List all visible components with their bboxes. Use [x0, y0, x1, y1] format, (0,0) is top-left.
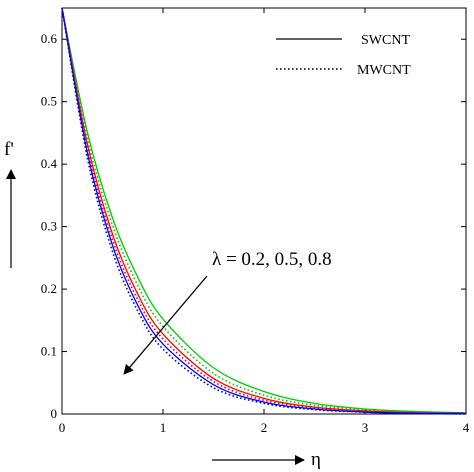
- y-axis-label: f': [4, 139, 14, 160]
- x-axis-label: η: [311, 449, 321, 470]
- legend: SWCNT MWCNT: [276, 33, 411, 78]
- legend-label-swcnt: SWCNT: [361, 33, 410, 48]
- series-line-4-solid: [61, 7, 467, 415]
- x-tick-label: 3: [362, 420, 369, 435]
- x-tick-label: 1: [160, 420, 167, 435]
- y-tick-label: 0.5: [41, 94, 57, 109]
- plot-area: [61, 7, 467, 415]
- series-line-5-dotted: [61, 7, 467, 415]
- series-lines: [61, 7, 467, 415]
- y-tick-label: 0.6: [41, 31, 58, 46]
- y-tick-label: 0.4: [41, 156, 58, 171]
- x-tick-label: 0: [59, 420, 66, 435]
- y-axis-ticks: 0 0.1 0.2 0.3 0.4 0.5 0.6: [41, 31, 466, 421]
- x-tick-label: 2: [261, 420, 268, 435]
- legend-label-mwcnt: MWCNT: [357, 63, 411, 78]
- annotation-arrow: [123, 275, 208, 375]
- y-tick-label: 0.1: [41, 344, 57, 359]
- x-tick-label: 4: [463, 420, 470, 435]
- series-line-2-solid: [61, 7, 467, 415]
- y-tick-label: 0.3: [41, 219, 57, 234]
- lambda-annotation: λ = 0.2, 0.5, 0.8: [212, 249, 332, 270]
- series-line-0-solid: [61, 7, 467, 414]
- y-tick-label: 0: [51, 406, 58, 421]
- y-tick-label: 0.2: [41, 281, 57, 296]
